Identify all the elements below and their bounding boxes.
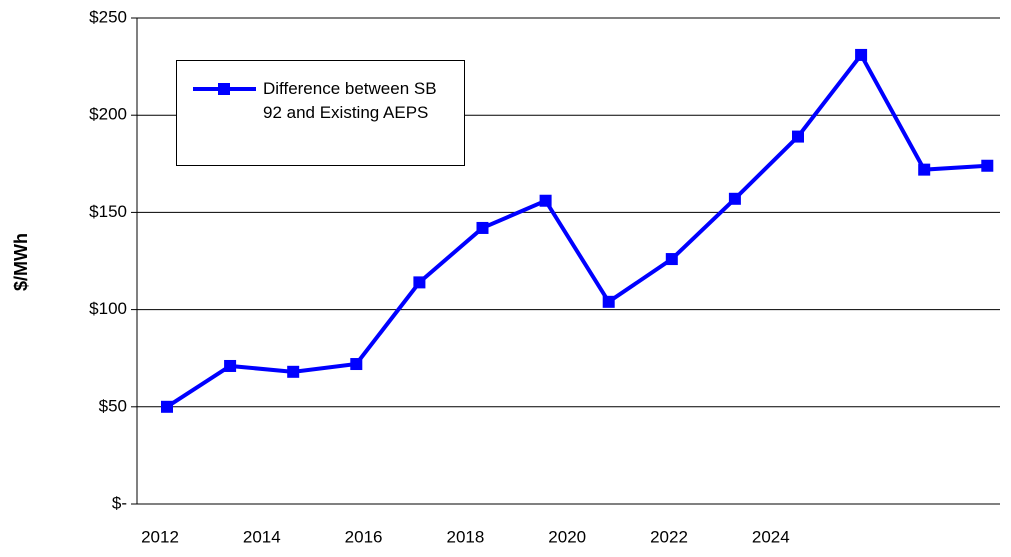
x-tick-label: 2014: [243, 527, 281, 546]
marker: [918, 163, 931, 176]
marker: [792, 130, 804, 143]
legend-swatch: [193, 83, 256, 95]
marker: [161, 400, 173, 413]
marker: [602, 295, 615, 308]
x-tick-label: 2018: [446, 527, 484, 546]
marker: [728, 192, 741, 205]
x-tick-label: 2024: [752, 527, 790, 546]
legend-marker: [218, 83, 230, 95]
marker: [413, 276, 426, 289]
y-tick-label: $-: [112, 493, 127, 512]
y-tick-label: $150: [89, 202, 127, 221]
x-tick-label: 2022: [650, 527, 688, 546]
x-tick-label: 2020: [548, 527, 586, 546]
marker: [287, 365, 300, 378]
line: [165, 51, 988, 409]
marker: [224, 359, 237, 372]
y-tick-label: $250: [89, 7, 127, 26]
y-tick-label: $50: [99, 396, 127, 415]
y-tick-label: $200: [89, 105, 127, 124]
marker: [665, 253, 678, 266]
marker: [539, 194, 552, 207]
y-tick-label: $100: [89, 299, 127, 318]
legend-label: Difference between SB 92 and Existing AE…: [263, 79, 437, 122]
legend: Difference between SB 92 and Existing AE…: [176, 60, 465, 166]
x-tick-label: 2012: [141, 527, 179, 546]
x-tick-label: 2016: [345, 527, 383, 546]
y-axis-label: $/MWh: [11, 233, 31, 291]
marker: [981, 159, 994, 172]
marker: [855, 48, 868, 61]
marker: [476, 221, 489, 234]
marker: [350, 358, 363, 371]
